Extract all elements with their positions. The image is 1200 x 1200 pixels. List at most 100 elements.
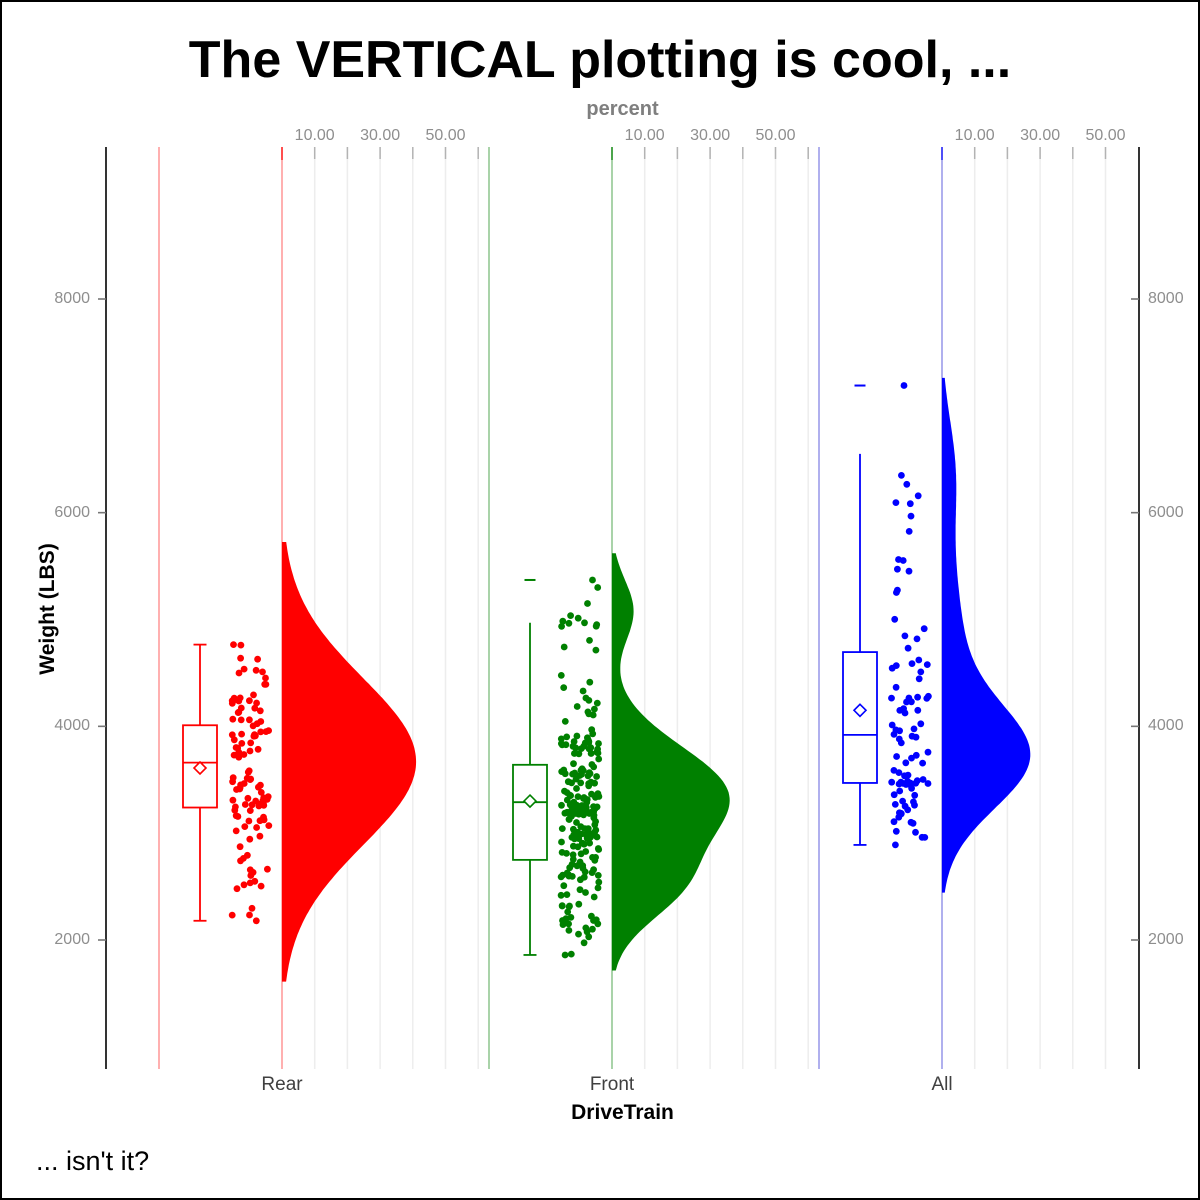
jitter-point-all	[888, 694, 895, 702]
jitter-point-rear	[229, 778, 237, 786]
jitter-point-front	[563, 869, 571, 877]
jitter-point-front	[582, 694, 590, 702]
jitter-point-all	[894, 586, 901, 594]
jitter-point-all	[890, 767, 898, 774]
jitter-point-all	[888, 664, 896, 672]
jitter-point-rear	[228, 731, 236, 739]
jitter-point-front	[580, 873, 588, 881]
jitter-point-all	[892, 841, 899, 849]
jitter-point-front	[565, 815, 573, 823]
jitter-point-front	[568, 873, 576, 880]
jitter-point-all	[919, 759, 926, 767]
jitter-point-rear	[237, 857, 244, 865]
jitter-point-all	[896, 707, 904, 714]
jitter-point-front	[565, 927, 573, 934]
jitter-point-all	[911, 801, 918, 809]
jitter-point-all	[907, 512, 915, 520]
jitter-point-all	[901, 709, 909, 717]
jitter-point-rear	[237, 781, 245, 789]
jitter-point-all	[904, 644, 912, 652]
jitter-point-all	[905, 567, 913, 575]
jitter-point-front	[563, 891, 571, 898]
jitter-point-all	[898, 472, 905, 479]
jitter-point-front	[584, 830, 591, 838]
x-category-label-front: Front	[589, 1074, 635, 1095]
jitter-point-front	[581, 868, 589, 876]
jitter-point-front	[587, 744, 595, 752]
jitter-point-front	[589, 925, 596, 933]
jitter-point-front	[580, 802, 587, 810]
jitter-point-rear	[251, 704, 259, 712]
jitter-point-rear	[256, 832, 264, 840]
jitter-point-front	[575, 930, 582, 938]
jitter-point-front	[590, 803, 597, 810]
jitter-point-front	[571, 769, 579, 777]
jitter-point-rear	[229, 796, 237, 804]
top-axis-tick-label: 10.00	[294, 127, 335, 144]
jitter-point-rear	[237, 641, 245, 649]
jitter-point-all	[904, 777, 911, 785]
jitter-point-front	[589, 730, 597, 738]
jitter-point-front	[583, 796, 591, 803]
jitter-point-rear	[246, 835, 254, 843]
jitter-point-front	[593, 748, 601, 756]
jitter-point-rear	[244, 768, 252, 776]
jitter-point-rear	[233, 885, 241, 893]
box-all	[842, 651, 878, 784]
jitter-point-all	[908, 660, 916, 667]
jitter-point-front	[591, 705, 598, 713]
x-category-label-rear: Rear	[261, 1074, 303, 1095]
jitter-point-all	[917, 720, 925, 728]
jitter-point-rear	[236, 694, 244, 702]
jitter-point-all	[905, 528, 913, 535]
jitter-point-rear	[235, 669, 243, 677]
jitter-point-rear	[240, 751, 248, 758]
jitter-point-rear	[248, 904, 256, 912]
jitter-point-rear	[262, 728, 270, 735]
violin-rear	[282, 542, 417, 982]
jitter-point-rear	[236, 843, 244, 851]
jitter-point-rear	[250, 691, 257, 699]
jitter-point-rear	[238, 730, 246, 738]
jitter-point-front	[595, 846, 603, 853]
jitter-point-front	[568, 834, 576, 841]
jitter-point-all	[921, 834, 929, 841]
x-axis-title: DriveTrain	[571, 1101, 674, 1124]
jitter-point-all	[914, 706, 922, 714]
jitter-point-front	[564, 908, 572, 916]
jitter-point-front	[588, 912, 595, 920]
jitter-point-front	[574, 828, 582, 836]
jitter-point-all	[892, 827, 900, 835]
jitter-point-all	[890, 818, 898, 826]
jitter-point-rear	[252, 666, 260, 674]
jitter-point-front	[590, 808, 598, 815]
jitter-point-front	[585, 933, 593, 941]
jitter-point-rear	[237, 716, 245, 724]
jitter-point-front	[581, 619, 588, 627]
jitter-point-front	[594, 584, 602, 591]
jitter-point-rear	[241, 801, 249, 808]
jitter-point-front	[594, 884, 602, 892]
top-axis-tick-label: 30.00	[360, 127, 401, 144]
top-axis-tick-label: 30.00	[690, 127, 731, 144]
jitter-point-rear	[264, 865, 271, 873]
jitter-point-rear	[244, 794, 252, 802]
jitter-point-rear	[233, 786, 240, 793]
jitter-point-all	[905, 694, 913, 702]
y-axis-title: Weight (LBS)	[36, 543, 59, 675]
jitter-point-all	[914, 492, 922, 500]
caption: ... isn't it?	[36, 1146, 150, 1176]
jitter-point-all	[910, 725, 918, 733]
top-axis-tick-label: 10.00	[954, 127, 995, 144]
jitter-point-front	[584, 772, 592, 780]
jitter-point-front	[570, 760, 577, 768]
jitter-point-front	[592, 646, 600, 654]
jitter-point-all	[901, 632, 909, 640]
jitter-point-front	[558, 825, 566, 832]
jitter-point-front	[592, 792, 600, 800]
jitter-point-front	[591, 821, 599, 829]
jitter-point-rear	[249, 722, 257, 730]
jitter-point-all	[914, 693, 921, 701]
